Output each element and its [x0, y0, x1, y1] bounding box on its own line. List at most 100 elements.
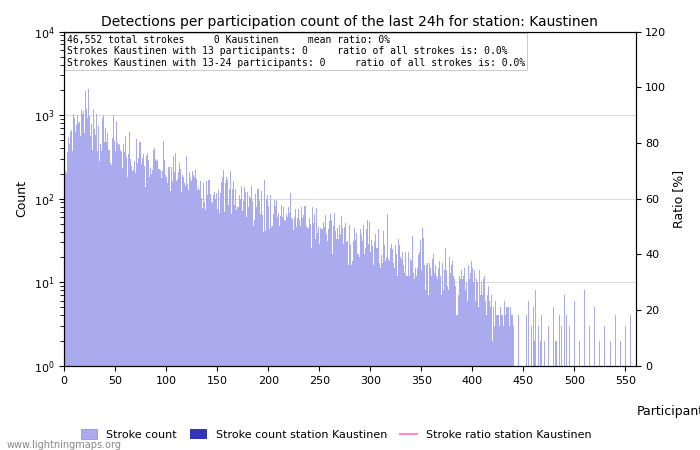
Bar — [448, 290, 449, 450]
Bar — [432, 259, 433, 450]
Bar — [109, 163, 111, 450]
Bar — [209, 194, 211, 450]
Bar — [505, 315, 507, 450]
Bar — [265, 198, 267, 450]
Bar — [468, 265, 469, 450]
Bar — [216, 193, 217, 450]
Bar — [106, 142, 108, 450]
Bar — [534, 341, 535, 450]
Bar — [231, 214, 232, 450]
Bar — [98, 126, 99, 450]
Bar — [518, 315, 519, 450]
Bar — [491, 295, 492, 450]
Bar — [452, 261, 454, 450]
Bar — [447, 286, 448, 450]
Bar — [289, 213, 290, 450]
Bar — [233, 181, 234, 450]
Bar — [149, 177, 150, 450]
Bar — [271, 227, 272, 450]
Bar — [589, 326, 590, 450]
Bar — [253, 226, 254, 450]
Bar — [343, 243, 344, 450]
Bar — [140, 142, 141, 450]
Bar — [540, 341, 541, 450]
Bar — [443, 290, 444, 450]
Bar — [531, 326, 532, 450]
Bar — [283, 207, 284, 450]
Bar — [246, 216, 247, 450]
Bar — [360, 235, 362, 450]
Bar — [282, 216, 283, 450]
Bar — [81, 109, 82, 450]
Bar — [321, 230, 322, 450]
Bar — [340, 234, 341, 450]
Bar — [241, 186, 242, 450]
Bar — [445, 248, 447, 450]
Bar — [370, 252, 371, 450]
Bar — [399, 245, 400, 450]
Bar — [94, 130, 95, 450]
Bar — [473, 282, 474, 450]
Bar — [444, 270, 445, 450]
Bar — [185, 186, 186, 450]
Bar — [566, 315, 567, 450]
Bar — [433, 254, 434, 450]
Bar — [367, 220, 368, 450]
Bar — [378, 230, 379, 450]
Bar — [345, 223, 346, 450]
Bar — [97, 151, 98, 450]
Bar — [394, 267, 395, 450]
Bar — [146, 156, 147, 450]
Bar — [179, 162, 180, 450]
Bar — [377, 248, 378, 450]
Bar — [93, 109, 95, 450]
Bar — [497, 315, 498, 450]
Bar — [574, 301, 575, 450]
Bar — [579, 341, 580, 450]
Bar — [298, 209, 300, 450]
Bar — [150, 168, 151, 450]
Bar — [435, 265, 436, 450]
Bar — [90, 136, 91, 450]
Bar — [88, 89, 89, 450]
Y-axis label: Ratio [%]: Ratio [%] — [672, 170, 685, 228]
Bar — [277, 216, 278, 450]
Bar — [226, 177, 227, 450]
Bar — [132, 171, 133, 450]
Bar — [439, 261, 440, 450]
Bar — [100, 144, 102, 450]
Bar — [184, 183, 185, 450]
Bar — [76, 125, 77, 450]
Bar — [503, 326, 505, 450]
Bar — [240, 199, 241, 450]
Bar — [630, 315, 631, 450]
Bar — [478, 307, 479, 450]
Bar — [620, 341, 621, 450]
Bar — [392, 249, 393, 450]
Bar — [214, 192, 215, 450]
Bar — [304, 206, 305, 450]
Bar — [427, 263, 428, 450]
Bar — [508, 326, 510, 450]
Bar — [384, 245, 385, 450]
Bar — [162, 141, 164, 450]
Bar — [182, 175, 183, 450]
Bar — [78, 123, 79, 450]
Bar — [434, 273, 435, 450]
Bar — [510, 315, 512, 450]
Bar — [249, 196, 251, 450]
Bar — [230, 171, 231, 450]
Bar — [229, 189, 230, 450]
Bar — [243, 201, 244, 450]
Bar — [483, 279, 484, 450]
Bar — [474, 270, 475, 450]
Bar — [373, 265, 374, 450]
Bar — [387, 214, 388, 450]
Bar — [318, 243, 320, 450]
Text: 46,552 total strokes     0 Kaustinen     mean ratio: 0%
Strokes Kaustinen with 1: 46,552 total strokes 0 Kaustinen mean ra… — [67, 35, 525, 68]
Bar — [331, 220, 332, 450]
Bar — [131, 166, 132, 450]
Bar — [77, 115, 78, 450]
Bar — [401, 259, 402, 450]
Bar — [118, 145, 119, 450]
